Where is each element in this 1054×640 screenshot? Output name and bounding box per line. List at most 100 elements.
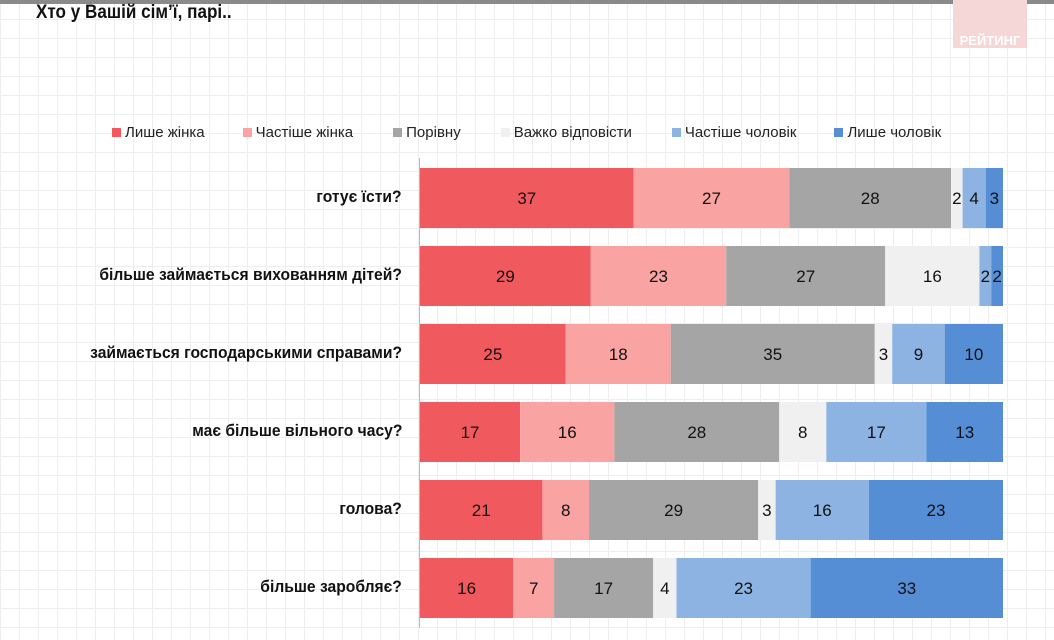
- top-border: [0, 0, 1054, 4]
- data-label: 37: [517, 189, 536, 208]
- legend-label: Важко відповісти: [513, 124, 632, 141]
- legend-swatch: [671, 128, 681, 137]
- bar-segment: [653, 558, 677, 618]
- data-label: 3: [990, 189, 999, 208]
- data-label: 4: [969, 189, 978, 208]
- y-axis-line: [419, 158, 420, 628]
- category-label: готує їсти?: [316, 187, 402, 206]
- legend-item: Важко відповісти: [500, 124, 632, 141]
- bar-segment: [874, 324, 893, 384]
- legend-label: Лише жінка: [125, 124, 205, 141]
- category-label: займається господарськими справами?: [90, 343, 402, 362]
- bar-segment: [789, 168, 952, 228]
- chart-title: Хто у Вашій сім’ї, парі..: [36, 2, 232, 23]
- bar-segment: [554, 558, 654, 618]
- bar-segment: [520, 402, 615, 462]
- legend-item: Частіше чоловік: [671, 124, 797, 141]
- legend: Лише жінка Частіше жінка Порівну Важко відп…: [112, 124, 941, 141]
- data-label: 10: [964, 345, 983, 364]
- bar-segment: [951, 168, 963, 228]
- data-label: 8: [561, 501, 570, 520]
- data-label: 27: [702, 189, 721, 208]
- legend-item: Лише чоловік: [834, 124, 941, 141]
- data-label: 2: [992, 267, 1001, 286]
- legend-swatch: [242, 128, 252, 137]
- bar-segment: [614, 402, 780, 462]
- legend-swatch: [393, 128, 403, 137]
- bar-segment: [633, 168, 790, 228]
- data-label: 29: [496, 267, 515, 286]
- data-label: 13: [955, 423, 974, 442]
- bar-segment: [670, 324, 875, 384]
- legend-swatch: [500, 128, 510, 137]
- bar-segment: [926, 402, 1003, 462]
- bar-segment: [542, 480, 590, 540]
- bar-segment: [676, 558, 811, 618]
- data-label: 16: [457, 579, 476, 598]
- legend-swatch: [834, 128, 844, 137]
- bar-segment: [775, 480, 869, 540]
- legend-item: Порівну: [393, 124, 461, 141]
- legend-item: Частіше жінка: [242, 124, 354, 141]
- data-label: 18: [609, 345, 628, 364]
- data-label: 23: [649, 267, 668, 286]
- data-label: 28: [861, 189, 880, 208]
- bar-segment: [420, 168, 634, 228]
- bar-segment: [962, 168, 986, 228]
- data-label: 21: [472, 501, 491, 520]
- data-label: 23: [734, 579, 753, 598]
- legend-label: Частіше жінка: [255, 124, 354, 141]
- data-label: 35: [763, 345, 782, 364]
- bar-segment: [590, 246, 727, 306]
- bar-segment: [944, 324, 1003, 384]
- data-label: 23: [926, 501, 945, 520]
- data-label: 17: [867, 423, 886, 442]
- data-label: 3: [879, 345, 888, 364]
- legend-label: Частіше чоловік: [684, 124, 797, 141]
- legend-label: Порівну: [406, 124, 461, 141]
- data-label: 8: [798, 423, 807, 442]
- bar-segment: [779, 402, 827, 462]
- bar-segment: [810, 558, 1003, 618]
- data-label: 25: [483, 345, 502, 364]
- data-label: 28: [687, 423, 706, 442]
- data-label: 17: [461, 423, 480, 442]
- data-label: 2: [952, 189, 961, 208]
- data-label: 33: [897, 579, 916, 598]
- data-label: 7: [529, 579, 538, 598]
- legend-label: Лише чоловік: [847, 124, 942, 141]
- legend-item: Лише жінка: [112, 124, 205, 141]
- legend-swatch: [112, 128, 121, 137]
- bar-segment: [420, 558, 514, 618]
- bar-segment: [420, 480, 543, 540]
- bar-segment: [885, 246, 980, 306]
- bar-segment: [589, 480, 759, 540]
- bar-segment: [420, 324, 566, 384]
- bar-segment: [726, 246, 886, 306]
- data-label: 2: [981, 267, 990, 286]
- data-label: 9: [914, 345, 923, 364]
- category-label: має більше вільного часу?: [191, 421, 402, 440]
- category-label: голова?: [339, 499, 402, 518]
- rating-logo: РЕЙТИНГ: [953, 0, 1027, 48]
- bar-segment: [892, 324, 945, 384]
- bar-segment: [985, 168, 1003, 228]
- data-label: 16: [558, 423, 577, 442]
- category-label: більше заробляє?: [260, 577, 402, 596]
- bar-segment: [868, 480, 1003, 540]
- bar-segment: [513, 558, 555, 618]
- bar-segment: [420, 246, 591, 306]
- bar-segment: [758, 480, 776, 540]
- data-label: 3: [762, 501, 771, 520]
- bar-segment: [979, 246, 992, 306]
- data-label: 29: [664, 501, 683, 520]
- logo-text: РЕЙТИНГ: [959, 33, 1021, 48]
- bar-segment: [991, 246, 1003, 306]
- bar-segment: [826, 402, 927, 462]
- data-label: 4: [660, 579, 669, 598]
- bar-segment: [565, 324, 671, 384]
- data-label: 16: [813, 501, 832, 520]
- category-label: більше займається вихованням дітей?: [99, 265, 402, 284]
- data-label: 17: [594, 579, 613, 598]
